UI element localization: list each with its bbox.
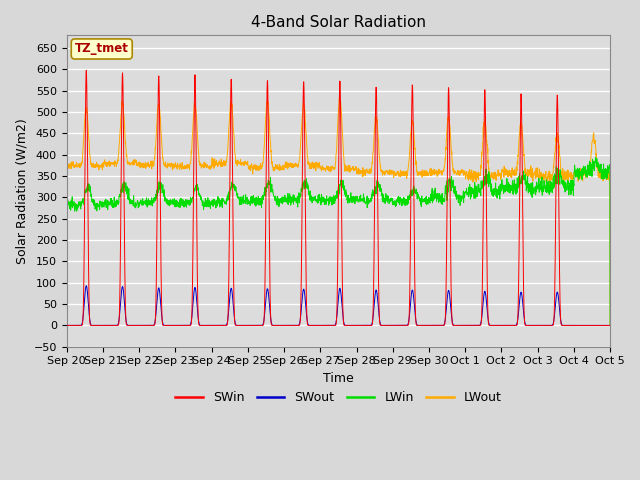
LWin — [606, 323, 614, 328]
SWout — [606, 323, 614, 328]
SWin — [573, 323, 581, 328]
LWin — [573, 173, 581, 179]
Text: TZ_tmet: TZ_tmet — [75, 42, 129, 56]
SWin — [214, 323, 222, 328]
SWout — [497, 323, 504, 328]
LWout — [214, 160, 222, 166]
LWin — [558, 180, 566, 186]
LWin — [496, 182, 504, 188]
Title: 4-Band Solar Radiation: 4-Band Solar Radiation — [251, 15, 426, 30]
SWout — [355, 323, 362, 328]
SWin — [497, 323, 504, 328]
SWin — [559, 323, 566, 328]
LWout — [355, 165, 362, 171]
Line: LWout: LWout — [67, 96, 610, 325]
LWin — [354, 198, 362, 204]
LWout — [366, 166, 374, 172]
SWin — [606, 323, 614, 328]
X-axis label: Time: Time — [323, 372, 354, 385]
SWout — [83, 283, 90, 288]
SWout — [214, 323, 222, 328]
LWout — [497, 174, 504, 180]
SWin — [83, 67, 90, 73]
LWin — [214, 200, 222, 206]
Y-axis label: Solar Radiation (W/m2): Solar Radiation (W/m2) — [15, 118, 28, 264]
LWout — [336, 93, 344, 98]
Legend: SWin, SWout, LWin, LWout: SWin, SWout, LWin, LWout — [170, 386, 506, 409]
LWout — [63, 162, 70, 168]
LWout — [559, 170, 566, 176]
SWout — [63, 323, 70, 328]
SWout — [573, 323, 581, 328]
SWout — [366, 323, 374, 328]
LWin — [63, 203, 70, 208]
Line: SWout: SWout — [67, 286, 610, 325]
LWin — [366, 198, 374, 204]
SWin — [355, 323, 362, 328]
LWin — [592, 154, 600, 160]
LWout — [573, 168, 581, 174]
SWin — [366, 323, 374, 328]
SWin — [63, 323, 70, 328]
LWout — [606, 323, 614, 328]
SWout — [559, 323, 566, 328]
Line: SWin: SWin — [67, 70, 610, 325]
Line: LWin: LWin — [67, 157, 610, 325]
